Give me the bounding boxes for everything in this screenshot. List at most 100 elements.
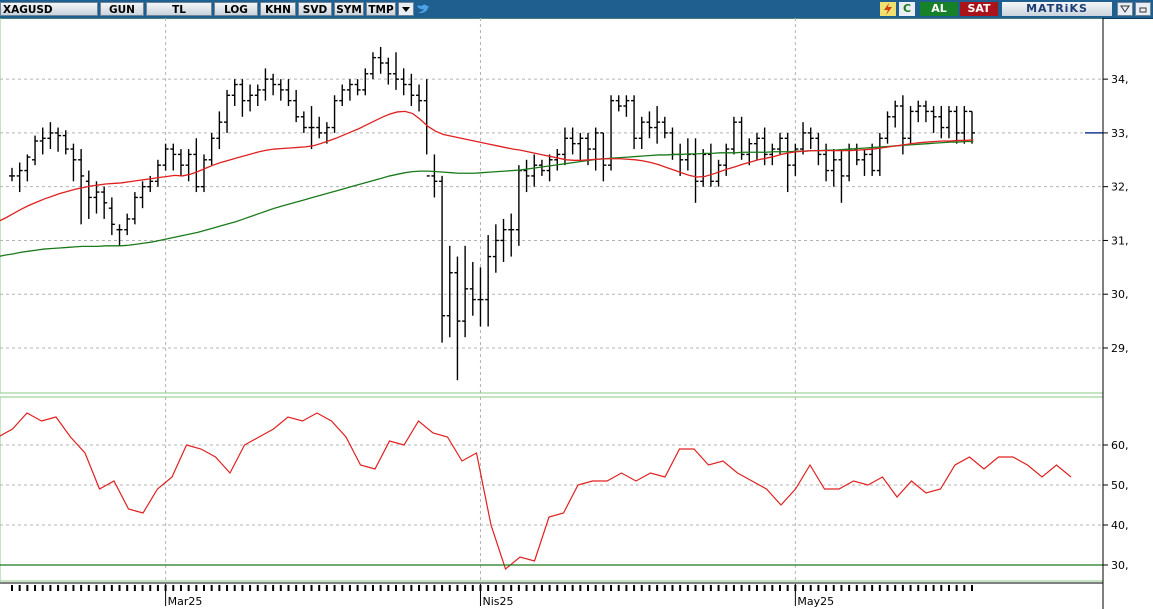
day-tick [563, 585, 566, 591]
day-tick [11, 585, 13, 591]
ohlc-bar [116, 224, 123, 246]
tmp-button[interactable]: TMP [366, 2, 396, 16]
rsi-panel [0, 412, 1103, 571]
month-label: Mar25 [168, 595, 203, 608]
ohlc-bar [431, 154, 438, 198]
day-tick [418, 585, 421, 591]
day-tick [540, 585, 543, 591]
buy-al-button[interactable]: AL [920, 2, 958, 16]
day-tick [633, 585, 636, 591]
day-tick [510, 585, 513, 591]
y-axis: 29, 30, 31, 32, 33, 34, 30, 40, 50, 60, [1102, 18, 1129, 609]
ohlc-bar [193, 138, 200, 193]
khn-button[interactable]: KHN [260, 2, 296, 16]
ohlc-bar [346, 79, 353, 101]
ohlc-bar [208, 132, 215, 166]
ohlc-bar [477, 267, 484, 327]
ohlc-bar [408, 73, 415, 107]
day-tick [494, 585, 497, 591]
day-tick [886, 585, 889, 591]
ohlc-bar [185, 149, 192, 182]
day-tick [525, 585, 528, 591]
day-tick [87, 585, 90, 591]
day-tick [410, 585, 413, 591]
day-tick [325, 585, 328, 591]
dropdown-arrow-icon[interactable] [398, 2, 414, 16]
ohlc-bar [285, 79, 292, 107]
day-tick [26, 585, 29, 591]
day-tick [955, 585, 958, 591]
day-tick [310, 585, 313, 591]
ohlc-bar [508, 213, 515, 257]
day-tick [971, 585, 973, 591]
day-tick [464, 585, 467, 591]
day-tick [963, 585, 966, 591]
day-tick [479, 585, 482, 591]
day-tick [548, 585, 551, 591]
day-tick [594, 585, 597, 591]
twitter-bird-icon[interactable] [415, 2, 431, 16]
symbol-label[interactable]: XAGUSD [0, 2, 98, 16]
day-tick [825, 585, 828, 591]
ohlc-bar [922, 100, 929, 123]
ohlc-bar [631, 95, 638, 150]
ohlc-bar [523, 159, 530, 193]
rsi-line [0, 412, 1072, 571]
ohlc-bar [385, 57, 392, 85]
day-tick [295, 585, 298, 591]
refresh-c-icon[interactable]: C [899, 2, 915, 16]
day-tick [679, 585, 682, 591]
ohlc-bar [661, 116, 668, 139]
day-tick [709, 585, 712, 591]
ohlc-bar [807, 127, 814, 150]
ohlc-bar [416, 84, 423, 112]
ohlc-bar [892, 100, 899, 128]
ohlc-bar [270, 73, 277, 96]
lightning-icon[interactable] [880, 2, 896, 16]
rsi-axis-label: 60, [1111, 439, 1129, 452]
ohlc-bar [216, 111, 223, 150]
ohlc-bar [423, 79, 430, 177]
day-tick [333, 585, 336, 591]
ohlc-bar [262, 68, 269, 101]
ohlc-bar [961, 106, 968, 144]
date-axis: Mar25 Nis25 May25 [0, 582, 1103, 608]
svd-button[interactable]: SVD [298, 2, 332, 16]
day-tick [571, 585, 574, 591]
period-gun-button[interactable]: GUN [100, 2, 144, 16]
ohlc-bar [154, 159, 161, 187]
ohlc-bar [777, 132, 783, 155]
ohlc-bar [277, 79, 284, 101]
ohlc-bar [861, 149, 868, 176]
ohlc-bar [654, 106, 661, 144]
collapse-icon[interactable] [1117, 2, 1133, 16]
currency-tl-button[interactable]: TL [146, 2, 212, 16]
day-tick [72, 585, 75, 591]
ohlc-bar [915, 100, 922, 123]
day-tick [241, 585, 244, 591]
ohlc-bar [592, 127, 599, 171]
day-tick [103, 585, 106, 591]
day-tick [579, 585, 582, 591]
day-tick [533, 585, 536, 591]
ohlc-bar [93, 181, 100, 214]
ohlc-bar [823, 143, 830, 182]
day-tick [732, 585, 735, 591]
log-scale-button[interactable]: LOG [214, 2, 258, 16]
price-chart-area[interactable]: 29, 30, 31, 32, 33, 34, 30, 40, 50, 60, Mar25 Nis2… [0, 18, 1153, 609]
price-panel [0, 46, 1103, 381]
ohlc-bar [362, 68, 369, 96]
sym-button[interactable]: SYM [334, 2, 364, 16]
ohlc-bar [9, 167, 15, 182]
ohlc-bar [393, 52, 399, 90]
sell-sat-button[interactable]: SAT [960, 2, 998, 16]
day-tick [156, 585, 159, 591]
ohlc-bar [500, 218, 507, 262]
day-tick [95, 585, 98, 591]
ohlc-bar [308, 106, 315, 150]
ohlc-bar [55, 127, 62, 152]
price-axis-label: 32, [1111, 181, 1129, 194]
day-tick [587, 585, 589, 591]
minimize-icon[interactable] [1135, 2, 1151, 16]
ohlc-bar [700, 149, 707, 187]
